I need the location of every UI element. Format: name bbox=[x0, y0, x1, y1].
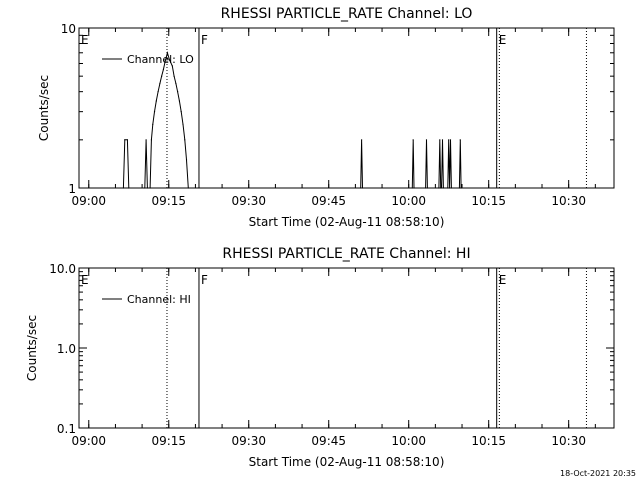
x-tick-label: 10:15 bbox=[471, 434, 506, 448]
x-tick-label: 10:30 bbox=[551, 194, 586, 208]
data-point bbox=[459, 139, 461, 141]
data-point bbox=[442, 187, 444, 189]
x-tick-label: 10:00 bbox=[391, 434, 426, 448]
x-tick-label: 09:15 bbox=[151, 434, 186, 448]
x-tick-label: 10:30 bbox=[551, 434, 586, 448]
y-tick-label: 10 bbox=[61, 22, 76, 36]
data-point bbox=[438, 187, 440, 189]
marker-label: E bbox=[81, 273, 89, 287]
marker-label: F bbox=[201, 273, 208, 287]
legend-label: Channel: LO bbox=[127, 53, 194, 66]
data-point bbox=[161, 75, 163, 77]
data-point bbox=[184, 139, 186, 141]
data-point bbox=[128, 187, 130, 189]
data-point bbox=[145, 139, 147, 141]
data-point bbox=[126, 139, 129, 141]
x-tick-label: 10:00 bbox=[391, 194, 426, 208]
data-point bbox=[448, 187, 451, 189]
data-point bbox=[447, 187, 449, 189]
data-point bbox=[173, 75, 175, 77]
data-point bbox=[169, 59, 171, 61]
data-point bbox=[411, 187, 413, 189]
footer-timestamp: 18-Oct-2021 20:35 bbox=[560, 469, 636, 478]
data-point bbox=[166, 52, 169, 54]
y-tick-label: 0.1 bbox=[57, 422, 76, 436]
x-tick-label: 09:00 bbox=[71, 434, 106, 448]
legend-label: Channel: HI bbox=[127, 293, 191, 306]
data-point bbox=[412, 139, 414, 141]
data-point bbox=[187, 187, 189, 189]
data-point bbox=[152, 123, 154, 125]
data-point bbox=[159, 82, 161, 85]
chart-title: RHESSI PARTICLE_RATE Channel: HI bbox=[222, 246, 470, 262]
data-point bbox=[185, 159, 188, 161]
plot-frame bbox=[78, 267, 615, 429]
data-point bbox=[458, 187, 460, 189]
data-point bbox=[146, 187, 149, 189]
data-point bbox=[144, 187, 146, 189]
data-point bbox=[178, 100, 181, 102]
data-point bbox=[149, 187, 151, 189]
data-point bbox=[441, 139, 444, 141]
x-tick-label: 09:45 bbox=[311, 434, 346, 448]
y-tick-label: 1 bbox=[68, 182, 76, 196]
data-point bbox=[177, 91, 179, 93]
data-point bbox=[440, 187, 442, 189]
data-point bbox=[182, 123, 184, 125]
y-axis-label: Counts/sec bbox=[25, 315, 39, 381]
x-tick-label: 09:30 bbox=[231, 434, 266, 448]
x-axis-label: Start Time (02-Aug-11 08:58:10) bbox=[249, 455, 445, 469]
chart-title: RHESSI PARTICLE_RATE Channel: LO bbox=[221, 6, 473, 22]
marker-label: E bbox=[499, 273, 507, 287]
data-point bbox=[171, 65, 173, 67]
data-point bbox=[175, 82, 177, 85]
marker-label: F bbox=[201, 33, 208, 47]
marker-label: E bbox=[81, 33, 89, 47]
plot-frame bbox=[78, 27, 615, 189]
x-axis-label: Start Time (02-Aug-11 08:58:10) bbox=[249, 215, 445, 229]
x-tick-label: 10:15 bbox=[471, 194, 506, 208]
series-line bbox=[122, 50, 462, 189]
data-point bbox=[124, 139, 126, 141]
data-point bbox=[122, 187, 125, 189]
panel-lo: RHESSI PARTICLE_RATE Channel: LO 09:00 09:… bbox=[37, 6, 615, 229]
x-tick-label: 09:00 bbox=[71, 194, 106, 208]
data-point bbox=[180, 111, 182, 113]
data-point bbox=[439, 139, 441, 141]
y-axis-label: Counts/sec bbox=[37, 75, 51, 141]
data-point bbox=[426, 187, 428, 189]
x-tick-label: 09:30 bbox=[231, 194, 266, 208]
data-point bbox=[155, 100, 157, 102]
marker-label: E bbox=[499, 33, 507, 47]
data-point bbox=[413, 187, 415, 189]
data-point bbox=[448, 139, 450, 141]
y-tick-label: 10.0 bbox=[49, 262, 76, 276]
data-point bbox=[157, 91, 159, 93]
data-point bbox=[153, 111, 156, 113]
data-point bbox=[164, 60, 166, 62]
x-tick-label: 09:15 bbox=[151, 194, 186, 208]
data-point bbox=[424, 187, 427, 189]
data-point bbox=[360, 187, 362, 189]
data-point bbox=[440, 187, 443, 189]
data-point bbox=[450, 187, 452, 189]
data-point bbox=[162, 68, 165, 71]
data-point bbox=[449, 139, 452, 141]
panel-hi: RHESSI PARTICLE_RATE Channel: HI 09:00 09:… bbox=[25, 246, 615, 469]
data-point bbox=[150, 139, 153, 141]
y-tick-label: 1.0 bbox=[57, 342, 76, 356]
x-tick-label: 09:45 bbox=[311, 194, 346, 208]
data-point bbox=[425, 139, 428, 141]
data-point bbox=[361, 139, 363, 141]
data-point bbox=[460, 187, 462, 189]
data-point bbox=[361, 187, 364, 189]
